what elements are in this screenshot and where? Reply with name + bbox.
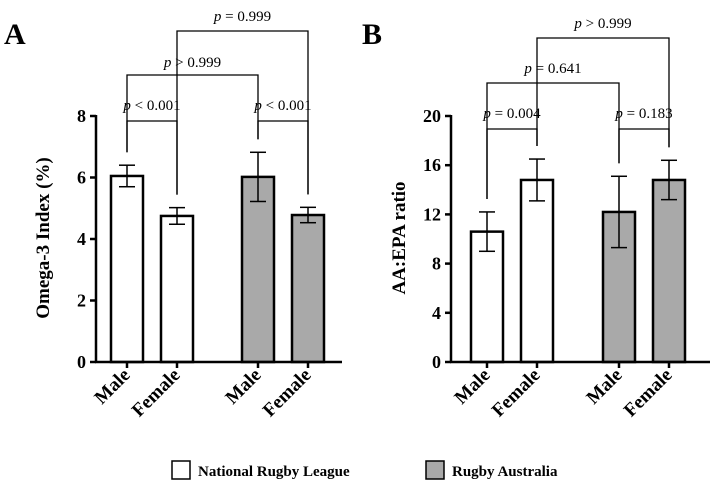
y-tick-label: 20 (423, 106, 441, 126)
x-tick-label-male: Male (583, 365, 627, 409)
comparison-p-value: p = 0.641 (523, 61, 581, 77)
comparison-p-value: p = 0.183 (614, 106, 672, 122)
legend-swatch-nrl (171, 460, 191, 480)
x-tick-label-female: Female (259, 365, 316, 422)
panel-a-bars (109, 151, 326, 364)
bar-male-ra (240, 175, 276, 364)
legend-swatch-ra (425, 460, 445, 480)
comparison-bracket (486, 82, 620, 199)
comparison-p-value: p = 0.004 (482, 106, 541, 122)
panel-a-y-axis-label: Omega-3 Index (%) (33, 157, 54, 318)
comparison-bracket (176, 30, 309, 195)
panel-a-comparisons: p < 0.001 p < 0.001 p > 0.999 p = 0.999 (122, 9, 312, 195)
y-tick-label: 4 (432, 303, 441, 323)
y-tick-label: 4 (77, 229, 86, 249)
comparison-p-value: p = 0.999 (213, 9, 271, 25)
y-tick-label: 2 (77, 291, 86, 311)
y-tick-label: 8 (432, 254, 441, 274)
bar-female-ra (290, 213, 326, 364)
panel-b-bars (469, 158, 687, 364)
comparison-p-value: p < 0.001 (122, 98, 180, 114)
y-tick-label: 8 (77, 106, 86, 126)
x-tick-label-male: Male (451, 365, 495, 409)
bar-female-ra (651, 178, 687, 364)
x-tick-label-male: Male (91, 365, 135, 409)
comparison-p-value: p < 0.001 (253, 98, 311, 114)
comparison-p-value: p > 0.999 (573, 16, 631, 32)
y-tick-label: 12 (423, 204, 441, 224)
x-tick-label-female: Female (488, 365, 545, 422)
legend-label-nrl: National Rugby League (198, 464, 350, 480)
legend: National Rugby League Rugby Australia (171, 460, 558, 480)
bar-female-nrl (159, 214, 195, 364)
y-tick-label: 0 (432, 352, 441, 372)
comparison-p-value: p > 0.999 (163, 55, 221, 71)
panel-b-letter: B (362, 18, 382, 51)
x-tick-label-female: Female (128, 365, 185, 422)
y-tick-label: 6 (77, 168, 86, 188)
bar-female-nrl (519, 178, 555, 364)
panel-b-y-axis-label: AA:EPA ratio (389, 181, 410, 294)
y-tick-label: 16 (423, 155, 441, 175)
legend-label-ra: Rugby Australia (452, 464, 558, 480)
bar-male-nrl (109, 174, 145, 364)
comparison-bracket (536, 37, 670, 148)
panel-a-letter: A (4, 18, 26, 51)
comparison-bracket (618, 128, 670, 164)
x-tick-label-female: Female (620, 365, 677, 422)
comparison-bracket (126, 74, 259, 153)
x-tick-label-male: Male (222, 365, 266, 409)
y-tick-label: 0 (77, 352, 86, 372)
panel-b-comparisons: p = 0.004 p = 0.183 p = 0.641 p > 0.999 (482, 16, 673, 199)
